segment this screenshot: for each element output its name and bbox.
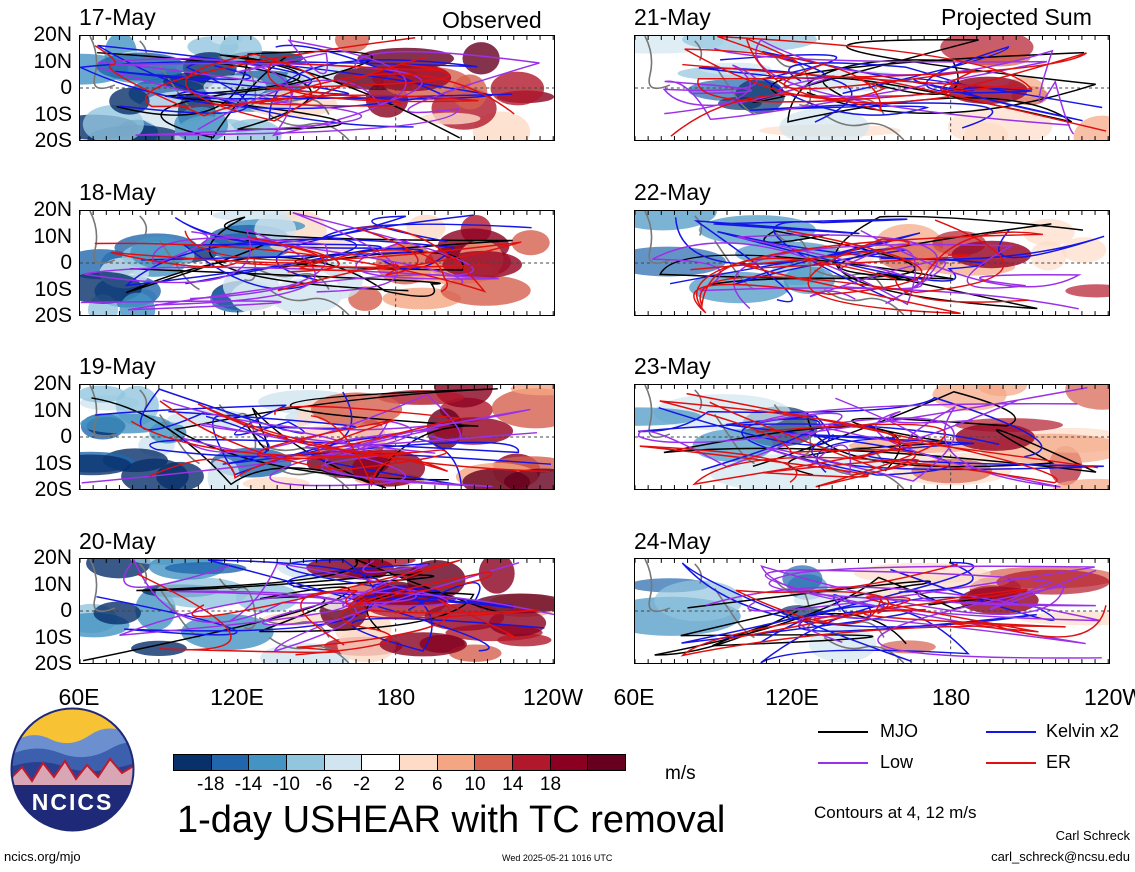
lat-label: 0	[60, 599, 72, 622]
colorbar-tick-label: 14	[502, 774, 524, 795]
panel-date-observed-2: 18-May	[79, 179, 156, 205]
lat-label: 20S	[34, 652, 72, 675]
lat-label: 20N	[33, 23, 72, 46]
colorbar-box	[437, 755, 476, 770]
colorbar-tick-label: -10	[272, 774, 300, 795]
colorbar-box	[324, 755, 363, 770]
lat-label: 10N	[33, 49, 72, 73]
colorbar	[173, 754, 626, 771]
footer-timestamp: Wed 2025-05-21 1016 UTC	[502, 853, 613, 863]
projected-column-title: Projected Sum	[941, 4, 1092, 30]
legend-line-mjo	[818, 731, 868, 733]
chart-title: 1-day USHEAR with TC removal	[177, 799, 726, 841]
lat-label: 10S	[34, 277, 72, 301]
panel-date-observed-3: 19-May	[79, 353, 156, 379]
map-panel-projected-2	[634, 210, 1110, 316]
colorbar-box	[287, 755, 325, 770]
colorbar-box	[550, 755, 589, 770]
lat-label: 20N	[33, 372, 72, 395]
legend-label-er: ER	[1046, 752, 1072, 772]
lon-label-180-right: 180	[931, 684, 971, 710]
lat-label: 10S	[34, 625, 72, 649]
colorbar-tick-label: -2	[353, 774, 371, 795]
footer-author: Carl Schreck	[1055, 828, 1130, 843]
colorbar-tick-label: 6	[431, 774, 443, 795]
legend-label-low: Low	[880, 752, 914, 772]
panel-date-projected-3: 23-May	[634, 353, 711, 379]
lon-label-120w-left: 120W	[522, 684, 584, 710]
panel-date-projected-4: 24-May	[634, 528, 711, 554]
lon-label-120w-right: 120W	[1084, 686, 1135, 709]
colorbar-tick-label: 2	[394, 774, 405, 795]
map-panel-projected-3	[634, 384, 1110, 490]
map-panel-observed-4	[79, 558, 555, 664]
colorbar-units: m/s	[665, 763, 696, 784]
map-panel-projected-1	[634, 35, 1110, 141]
lat-label: 20N	[33, 546, 72, 569]
contour-note: Contours at 4, 12 m/s	[814, 803, 977, 822]
lat-label: 10S	[34, 451, 72, 475]
legend-line-low	[818, 762, 868, 764]
colorbar-box	[475, 755, 514, 770]
colorbar-tick-label: -14	[234, 774, 263, 795]
lat-label: 20S	[34, 304, 72, 327]
lon-label-60e-right: 60E	[613, 684, 655, 710]
lat-label: 0	[60, 76, 72, 99]
legend-line-er	[986, 762, 1036, 764]
colorbar-box	[211, 755, 250, 770]
panel-date-observed-1: 17-May	[79, 4, 156, 30]
map-panel-projected-4	[634, 558, 1110, 664]
colorbar-tick-label: -6	[315, 774, 333, 795]
colorbar-box	[588, 755, 626, 770]
colorbar-tick-label: 10	[464, 774, 486, 795]
ncics-logo-text: NCICS	[32, 789, 114, 815]
lat-label: 0	[60, 425, 72, 448]
colorbar-box	[249, 755, 288, 770]
footer-email[interactable]: carl_schreck@ncsu.edu	[991, 849, 1130, 864]
legend-label-mjo: MJO	[880, 721, 918, 741]
colorbar-tick-label: -18	[197, 774, 225, 795]
lat-label: 0	[60, 251, 72, 274]
map-panel-observed-3	[79, 384, 555, 490]
lon-label-180-left: 180	[376, 684, 416, 710]
lon-label-60e-left: 60E	[58, 684, 100, 710]
lat-label: 10N	[33, 224, 72, 248]
lon-label-120e-left: 120E	[210, 684, 264, 710]
lat-label: 20N	[33, 198, 72, 221]
colorbar-box	[513, 755, 551, 770]
colorbar-tick-label: 18	[539, 774, 562, 795]
observed-column-title: Observed	[442, 7, 542, 33]
colorbar-box	[400, 755, 438, 770]
panel-date-projected-2: 22-May	[634, 179, 711, 205]
lat-label: 10S	[34, 102, 72, 126]
colorbar-box	[362, 755, 401, 770]
colorbar-box	[174, 755, 212, 770]
map-panel-observed-2	[79, 210, 555, 316]
lat-label: 20S	[34, 129, 72, 152]
footer-url[interactable]: ncics.org/mjo	[4, 849, 81, 864]
lon-label-120e-right: 120E	[765, 684, 819, 710]
map-panel-observed-1	[79, 35, 555, 141]
lat-label: 20S	[34, 478, 72, 501]
legend-label-kelvin: Kelvin x2	[1046, 721, 1120, 741]
ncics-logo: NCICS	[10, 707, 135, 832]
panel-date-projected-1: 21-May	[634, 4, 711, 30]
lat-label: 10N	[33, 572, 72, 596]
legend-line-kelvin	[986, 731, 1036, 733]
panel-date-observed-4: 20-May	[79, 528, 156, 554]
lat-label: 10N	[33, 398, 72, 422]
